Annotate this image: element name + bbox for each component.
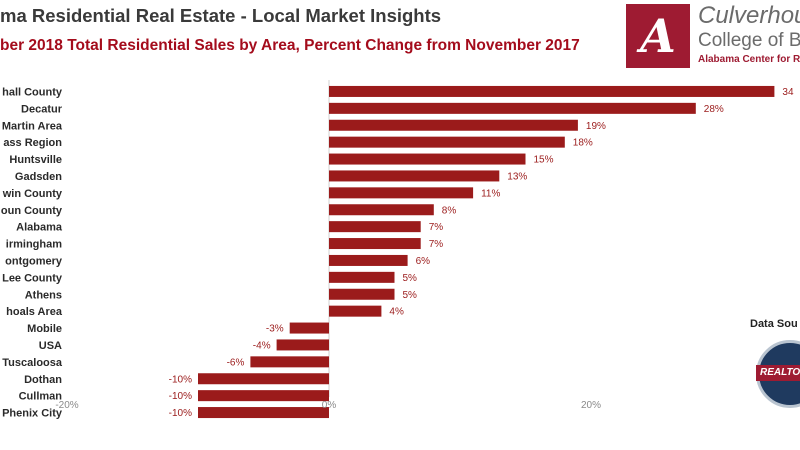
category-label: hoals Area xyxy=(6,306,63,318)
value-label: -3% xyxy=(266,324,284,335)
category-label: oun County xyxy=(1,205,63,217)
x-tick-label: 20% xyxy=(581,400,601,411)
category-label: Phenix City xyxy=(2,408,63,420)
value-label: -10% xyxy=(169,374,192,385)
bar xyxy=(198,390,329,402)
value-label: 11% xyxy=(481,188,500,199)
university-logo-icon: A xyxy=(626,4,690,68)
x-tick-label: -20% xyxy=(55,400,78,411)
category-label: ass Region xyxy=(3,137,62,149)
bar xyxy=(198,407,329,419)
value-label: 5% xyxy=(403,290,418,301)
bar xyxy=(329,271,395,283)
value-label: -10% xyxy=(169,391,192,402)
category-label: ontgomery xyxy=(5,255,63,267)
data-source-label: Data Sou xyxy=(750,318,798,330)
bar xyxy=(329,119,578,131)
chart-title: ma Residential Real Estate - Local Marke… xyxy=(0,5,442,26)
bar xyxy=(289,322,329,334)
value-label: -4% xyxy=(253,340,271,351)
category-label: Alabama xyxy=(16,222,63,234)
bar xyxy=(329,85,775,97)
bar xyxy=(276,339,329,351)
bar xyxy=(329,221,421,233)
realtor-seal-text: REALTOR xyxy=(756,365,800,381)
bar xyxy=(329,238,421,250)
category-label: Lee County xyxy=(2,272,63,284)
value-label: 19% xyxy=(586,121,606,132)
logo-text-line1: Culverhous xyxy=(698,2,800,29)
category-label: USA xyxy=(39,340,62,352)
category-label: hall County xyxy=(2,86,63,98)
category-label: Huntsville xyxy=(9,154,62,166)
bar xyxy=(329,288,395,300)
x-tick-label: 0% xyxy=(322,400,337,411)
category-label: Dothan xyxy=(24,374,62,386)
chart-subtitle: ber 2018 Total Residential Sales by Area… xyxy=(0,37,580,54)
value-label: -10% xyxy=(169,408,192,419)
value-label: 6% xyxy=(416,256,431,267)
value-label: 5% xyxy=(403,273,418,284)
value-label: 7% xyxy=(429,239,444,250)
value-label: -6% xyxy=(227,357,245,368)
bar xyxy=(329,204,434,216)
value-label: 8% xyxy=(442,205,457,216)
category-label: Cullman xyxy=(19,391,63,403)
bar xyxy=(329,254,408,266)
bar xyxy=(329,305,382,317)
category-label: Mobile xyxy=(27,323,62,335)
value-label: 28% xyxy=(704,104,724,115)
category-label: irmingham xyxy=(6,239,62,251)
value-label: 4% xyxy=(389,307,404,318)
bar xyxy=(329,187,474,199)
value-label: 18% xyxy=(573,138,593,149)
bar xyxy=(329,153,526,165)
value-label: 15% xyxy=(534,155,554,166)
bar xyxy=(198,373,329,385)
category-label: win County xyxy=(2,188,63,200)
bar xyxy=(329,170,500,182)
logo-text-line2: College of Bu xyxy=(698,30,800,51)
logo-letter: A xyxy=(640,9,676,63)
logo-text-line3: Alabama Center for Real xyxy=(698,54,800,65)
value-label: 13% xyxy=(507,171,527,182)
category-label: Tuscaloosa xyxy=(2,357,63,369)
bar xyxy=(329,102,696,114)
bar xyxy=(250,356,329,368)
category-label: Martin Area xyxy=(2,120,63,132)
value-label: 34 xyxy=(782,87,794,98)
value-label: 7% xyxy=(429,222,444,233)
bar xyxy=(329,136,565,148)
category-label: Athens xyxy=(25,289,62,301)
category-label: Gadsden xyxy=(15,171,62,183)
category-label: Decatur xyxy=(21,103,63,115)
